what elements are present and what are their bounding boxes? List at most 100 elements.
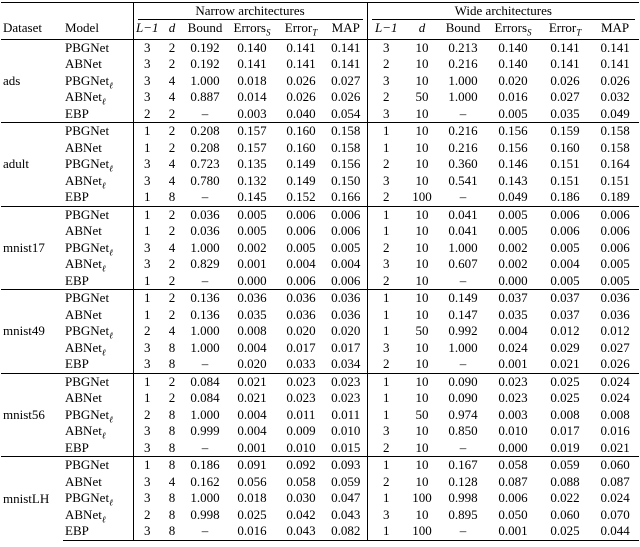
value-cell: 0.005 [487,106,539,123]
value-cell: 0.001 [227,256,277,273]
value: 0.141 [550,56,580,72]
value-cell: 4 [161,89,183,106]
header-cell: Bound [183,20,227,39]
value: 0.015 [331,439,361,455]
value-cell: 4 [161,240,183,257]
value-cell: 0.141 [539,56,591,73]
value-cell: 0.208 [183,140,227,157]
value-cell: – [183,273,227,290]
value-cell: 0.026 [591,73,639,90]
value-cell: 1 [367,523,406,541]
value-cell: 0.044 [591,523,640,541]
value: 0.026 [286,72,316,88]
value-cell: 0.166 [325,189,368,206]
value: 0.019 [550,439,580,455]
value: 0.143 [498,172,528,188]
value-cell: 1.000 [183,240,227,257]
value-cell: 0.021 [227,390,277,407]
dataset-name: mnist56 [3,406,45,422]
value: 0.166 [331,189,361,205]
value: 3 [383,72,390,88]
value: 0.974 [448,406,478,422]
value: 0.006 [600,239,630,255]
value-cell: 0.027 [539,89,591,106]
value-cell: 0.541 [439,173,487,190]
value: 0.006 [331,223,361,239]
value-cell: 3 [133,423,161,440]
value: 0.160 [286,123,316,139]
value: 3 [144,256,151,272]
value-cell: 0.090 [439,372,488,390]
value: 0.151 [600,172,630,188]
value-cell: 3 [367,340,405,357]
model-name: EBP [65,356,89,372]
header-cell: ErrorT [539,20,591,39]
value: 0.156 [498,139,528,155]
dataset-cell: adult [1,122,63,206]
value-cell: 0.141 [227,56,277,73]
value-cell: 3 [133,440,161,457]
value-cell: 0.041 [439,205,488,223]
value: 0.023 [286,390,316,406]
group-header: Wide architectures [367,2,640,20]
value: 3 [144,89,151,105]
value: 2 [144,105,151,121]
table-row: PBGNetℓ 3 4 1.000 0.018 0.026 0.027 3 10 1.000 0.0… [1,72,639,90]
table-row: ABNet 1 2 0.036 0.005 0.006 0.006 1 10 0.041 0.005… [1,223,639,240]
value: 0.192 [190,39,220,55]
value-cell: 10 [405,223,439,240]
value: 1.000 [448,89,478,105]
value-cell: 0.024 [591,372,640,390]
table-row: adult PBGNet 1 2 0.208 0.157 0.160 0.158 1 10 0.21… [1,122,640,206]
model-name-sub: ℓ [109,414,113,425]
value-cell: 0.036 [227,289,277,307]
value: 0.216 [448,56,478,72]
value-cell: 0.850 [439,423,487,440]
value: 10 [415,39,429,55]
value: 10 [415,56,429,72]
header-cell: L−1 [367,20,405,39]
model-name: PBGNet [65,156,110,172]
value: 3 [144,172,151,188]
value-cell: 10 [405,256,439,273]
value-cell: 50 [405,407,439,424]
value-cell: 0.023 [487,372,540,390]
value: – [201,523,209,539]
value-cell: 0.005 [227,223,277,240]
value: 2 [168,290,176,306]
value: 0.004 [498,323,528,339]
value: 0.160 [286,139,316,155]
model-name: PBGNet [65,323,110,339]
value-cell: 1 [367,223,405,240]
table-row: EBP 3 8 – 0.001 0.010 0.015 2 10 – 0.000 0.019 0.021 [1,439,639,457]
model-name: ABNet [65,56,102,72]
value-cell: 0.005 [277,240,325,257]
dataset-name: mnist17 [3,239,45,255]
value: 0.141 [550,39,580,55]
model-cell: EBP [63,523,134,541]
value-cell: 1 [133,390,161,407]
value: 0.023 [286,373,316,389]
value: 1 [383,390,390,406]
value: 0.208 [190,123,220,139]
value: 0.006 [498,490,528,506]
value: 8 [168,406,176,422]
value: 0.208 [190,139,220,155]
value: 0.024 [600,373,630,389]
value-cell: 2 [161,38,183,56]
value-cell: 0.019 [539,440,591,457]
value-cell: 0.192 [183,38,227,56]
header-sub: T [312,27,318,38]
model-cell: PBGNetℓ [63,490,134,507]
value-cell: 3 [367,507,405,524]
value: 2 [168,223,176,239]
value: 0.158 [331,139,361,155]
table-row: ABNetℓ 3 4 0.780 0.132 0.149 0.150 3 10 0.541 0.14… [1,172,639,190]
value-cell: 0.005 [591,256,639,273]
value-cell: 0.149 [277,156,325,173]
value: 3 [144,356,151,372]
value-cell: 0.025 [539,523,592,541]
value-cell: 0.023 [277,390,325,407]
value-cell: 0.006 [591,240,639,257]
value: 0.021 [550,356,580,372]
